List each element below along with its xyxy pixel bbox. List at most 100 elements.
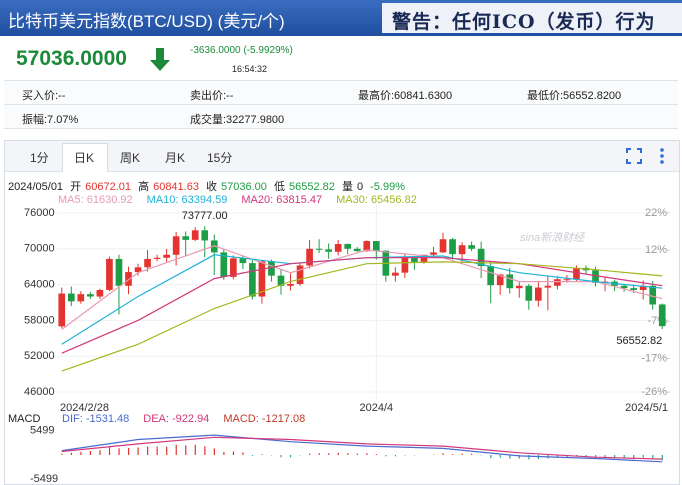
macd-bar <box>252 455 253 456</box>
x-tick-label: 2024/5/1 <box>625 402 668 414</box>
y-tick-label: 70000 <box>24 243 55 255</box>
candle-body <box>659 304 666 326</box>
macd-bar <box>157 447 158 455</box>
candle-body <box>316 249 323 250</box>
y2-tick-label: 22% <box>645 207 667 219</box>
macd-bar <box>643 455 644 458</box>
candle-body <box>630 288 637 290</box>
candle-body <box>58 294 65 327</box>
candle-body <box>449 239 456 254</box>
candle-body <box>535 288 542 301</box>
macd-bar <box>176 445 177 455</box>
y2-tick-label: 12% <box>645 244 667 256</box>
candle-body <box>392 273 399 276</box>
macd-bar <box>109 447 110 455</box>
macd-bar <box>395 455 396 456</box>
macd-bar <box>61 454 62 455</box>
candle-body <box>525 286 532 301</box>
macd-bar <box>90 451 91 455</box>
legend-entry: DIF: -1531.48 <box>62 413 129 425</box>
legend-entry: MACD: -1217.08 <box>223 413 305 425</box>
y-tick-label: 5499 <box>30 425 54 437</box>
candle-body <box>545 286 552 288</box>
y-tick-label: -5499 <box>30 473 58 484</box>
macd-bar <box>71 453 72 455</box>
indicator-line <box>62 437 662 459</box>
macd-bar <box>185 445 186 455</box>
candle-body <box>430 252 437 254</box>
macd-bar <box>500 455 501 458</box>
macd-bar <box>223 452 224 455</box>
candle-body <box>287 284 294 286</box>
macd-bar <box>452 454 453 455</box>
candle-body <box>163 255 170 258</box>
macd-bar <box>471 454 472 455</box>
macd-bar <box>261 454 262 455</box>
candle-body <box>468 245 475 249</box>
macd-bar <box>233 451 234 455</box>
macd-bar <box>319 453 320 455</box>
y2-tick-label: -17% <box>641 352 667 364</box>
macd-bar <box>633 455 634 458</box>
candle-body <box>68 294 75 302</box>
candle-body <box>325 249 332 251</box>
macd-title: MACD <box>8 413 40 425</box>
candle-body <box>249 263 256 296</box>
legend-entry: MA5: 61630.92 <box>58 194 133 206</box>
candle-body <box>564 279 571 280</box>
annotation: 56552.82 <box>616 335 662 347</box>
y-tick-label: 58000 <box>24 314 55 326</box>
candle-body <box>144 259 151 267</box>
x-tick-label: 2024/4 <box>359 402 393 414</box>
watermark: sina新浪财经 <box>520 231 585 244</box>
macd-bar <box>138 447 139 455</box>
candle-body <box>354 249 361 251</box>
candle-body <box>154 258 161 259</box>
macd-bar <box>290 455 291 457</box>
candle-body <box>335 244 342 252</box>
indicator-line <box>62 435 662 462</box>
macd-bar <box>347 453 348 455</box>
candle-body <box>411 258 418 262</box>
annotation: 73777.00 <box>182 210 228 222</box>
y-tick-label: 52000 <box>24 350 55 362</box>
candle-body <box>402 258 409 273</box>
macd-bar <box>242 452 243 455</box>
macd-bar <box>462 454 463 455</box>
macd-bar <box>147 447 148 455</box>
candle-body <box>77 294 84 301</box>
macd-bar <box>99 450 100 455</box>
candle-body <box>173 236 180 254</box>
y-tick-label: 46000 <box>24 386 55 398</box>
candle-body <box>459 245 466 254</box>
candle-body <box>297 266 304 284</box>
macd-bar <box>195 445 196 455</box>
macd-bar <box>166 447 167 455</box>
indicator-line <box>62 258 662 354</box>
candle-body <box>87 294 94 296</box>
legend-entry: MA30: 65456.82 <box>336 194 417 206</box>
candle-body <box>106 259 113 290</box>
candle-body <box>192 230 199 240</box>
candle-body <box>201 230 208 240</box>
candle-body <box>373 241 380 251</box>
macd-bar <box>385 455 386 456</box>
macd-bar <box>357 454 358 455</box>
macd-bar <box>490 455 491 458</box>
legend-entry: MA10: 63394.59 <box>147 194 228 206</box>
candle-body <box>240 258 247 263</box>
macd-bar <box>443 453 444 455</box>
candle-body <box>440 239 447 252</box>
macd-bar <box>309 454 310 455</box>
macd-bar <box>80 452 81 455</box>
macd-bar <box>366 453 367 455</box>
candle-body <box>554 279 561 286</box>
candle-body <box>116 259 123 286</box>
candle-body <box>344 244 351 249</box>
macd-bar <box>280 455 281 457</box>
candle-body <box>487 266 494 285</box>
macd-bar <box>328 453 329 455</box>
y2-tick-label: -26% <box>641 386 667 398</box>
macd-bar <box>118 448 119 455</box>
